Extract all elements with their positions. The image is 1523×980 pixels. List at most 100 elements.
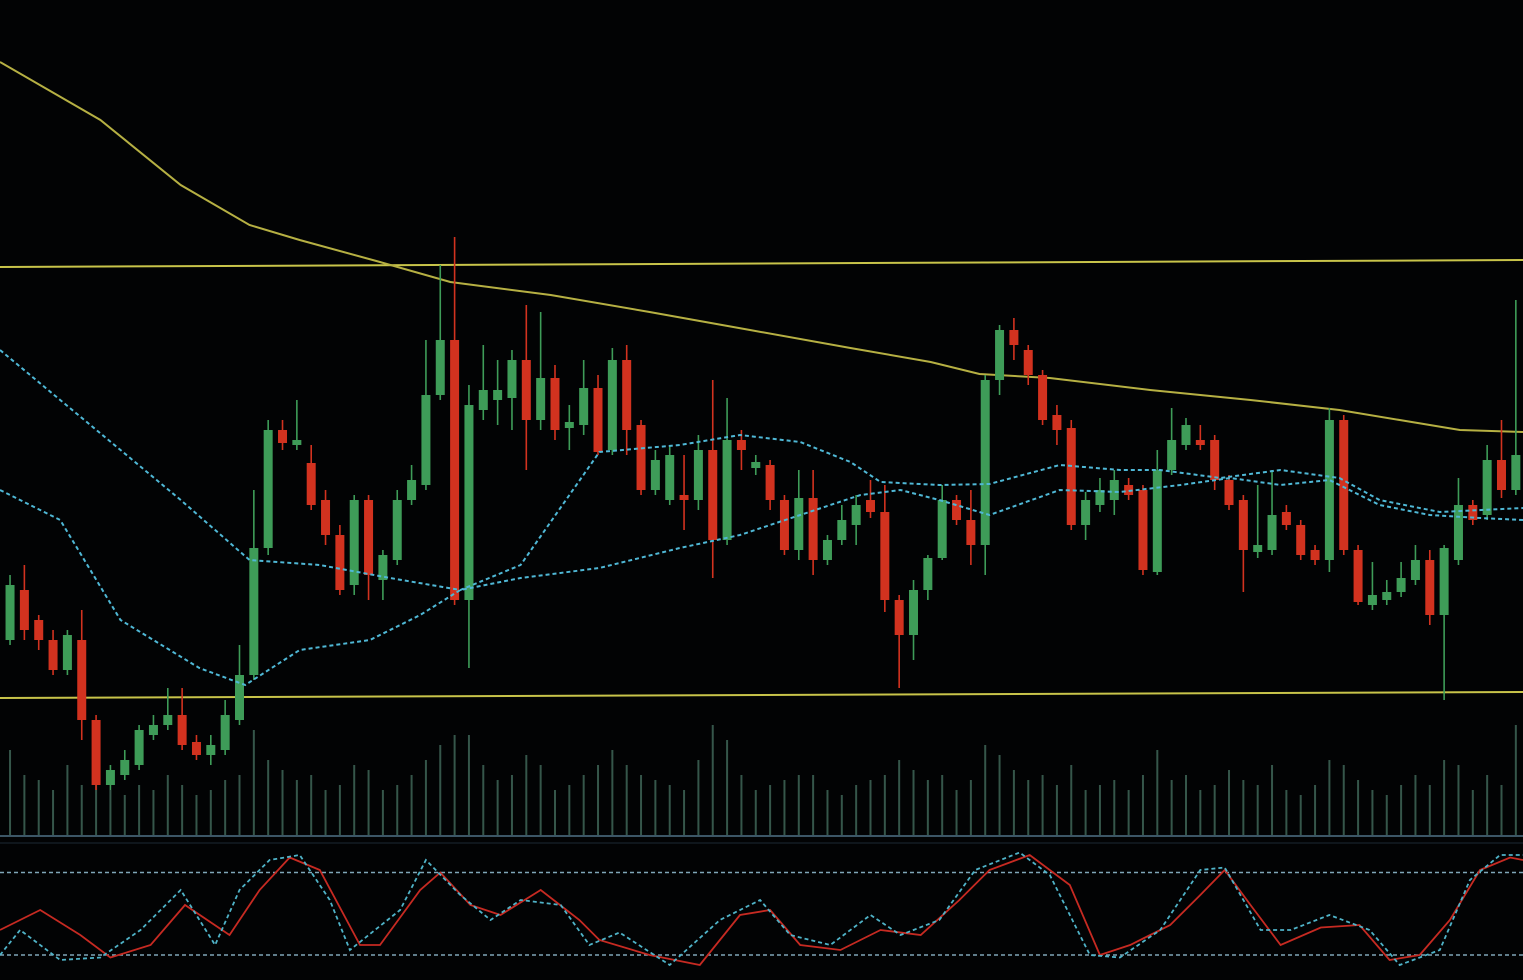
candle-body <box>880 512 890 600</box>
candle-body <box>550 378 560 430</box>
candle-body <box>779 500 789 550</box>
candle-body <box>321 500 331 535</box>
level-line <box>0 259 1523 268</box>
candle-body <box>894 600 904 635</box>
candle-body <box>665 455 675 500</box>
candle-body <box>1396 578 1406 592</box>
candle-body <box>865 500 875 512</box>
candle-body <box>1224 480 1234 505</box>
candle-body <box>1353 550 1363 602</box>
candle-body <box>1052 415 1062 430</box>
candle-body <box>1511 455 1521 490</box>
candle-body <box>980 380 990 545</box>
candle-body <box>808 498 818 560</box>
moving-average <box>0 476 1523 687</box>
candle-body <box>435 340 445 395</box>
candle-body <box>493 390 503 400</box>
candle-body <box>650 460 660 490</box>
candle-body <box>1167 440 1177 470</box>
candle-body <box>134 730 144 765</box>
candle-body <box>163 715 173 725</box>
candle-body <box>909 590 919 635</box>
candle-body <box>693 450 703 500</box>
candle-body <box>306 463 316 505</box>
candle-body <box>206 745 216 755</box>
candle-body <box>966 520 976 545</box>
candle-body <box>191 742 201 755</box>
candle-body <box>952 500 962 520</box>
candle-body <box>62 635 72 670</box>
candle-body <box>708 450 718 540</box>
candle-body <box>1210 440 1220 480</box>
candle-body <box>364 500 374 575</box>
candle-body <box>794 498 804 550</box>
candle-body <box>564 422 574 428</box>
candle-body <box>1267 515 1277 550</box>
candle-body <box>5 585 15 640</box>
candle-body <box>622 360 632 430</box>
candle-body <box>1281 512 1291 525</box>
oscillator-line <box>0 853 1523 966</box>
candle-body <box>234 675 244 720</box>
moving-average <box>0 61 1523 433</box>
candle-body <box>464 405 474 600</box>
candle-body <box>1468 505 1478 520</box>
candle-body <box>1339 420 1349 550</box>
candle-body <box>923 558 933 590</box>
candle-body <box>1482 460 1492 515</box>
candle-body <box>536 378 546 420</box>
candle-body <box>593 388 603 452</box>
candle-body <box>249 548 259 675</box>
candle-body <box>48 640 58 670</box>
candle-body <box>1496 460 1506 490</box>
candle-body <box>1439 548 1449 615</box>
candle-body <box>1152 470 1162 572</box>
candle-body <box>1296 525 1306 555</box>
candle-body <box>120 760 130 775</box>
candle-body <box>263 430 273 548</box>
candle-body <box>851 505 861 525</box>
candle-body <box>1109 480 1119 500</box>
candle-body <box>77 640 87 720</box>
candle-body <box>177 715 187 745</box>
candle-body <box>105 770 115 785</box>
candle-body <box>1425 560 1435 615</box>
candle-body <box>292 440 302 445</box>
candle-body <box>736 440 746 450</box>
candle-body <box>1081 500 1091 525</box>
candle-body <box>91 720 101 785</box>
candle-body <box>478 390 488 410</box>
candle-body <box>507 360 517 398</box>
candle-body <box>722 440 732 540</box>
candle-body <box>822 540 832 560</box>
moving-average <box>0 349 1523 592</box>
candle-body <box>636 425 646 490</box>
candle-body <box>1181 425 1191 445</box>
candle-body <box>148 725 158 735</box>
candle-body <box>1453 505 1463 560</box>
candle-body <box>19 590 29 630</box>
candle-body <box>1310 550 1320 560</box>
candle-body <box>1009 330 1019 345</box>
candle-body <box>34 620 44 640</box>
candle-body <box>765 465 775 500</box>
candle-body <box>937 500 947 558</box>
candle-body <box>1253 545 1263 552</box>
candle-body <box>607 360 617 450</box>
candle-body <box>1023 350 1033 375</box>
candle-body <box>837 520 847 540</box>
candle-body <box>407 480 417 500</box>
candle-body <box>220 715 230 750</box>
candle-body <box>995 330 1005 380</box>
candle-body <box>1066 428 1076 525</box>
candle-body <box>378 555 388 580</box>
candle-body <box>679 495 689 500</box>
candle-body <box>1382 592 1392 600</box>
candle-body <box>450 340 460 600</box>
candle-body <box>278 430 288 443</box>
candle-body <box>335 535 345 590</box>
oscillator-line <box>0 851 1523 967</box>
candle-body <box>579 388 589 425</box>
candle-body <box>1138 490 1148 570</box>
